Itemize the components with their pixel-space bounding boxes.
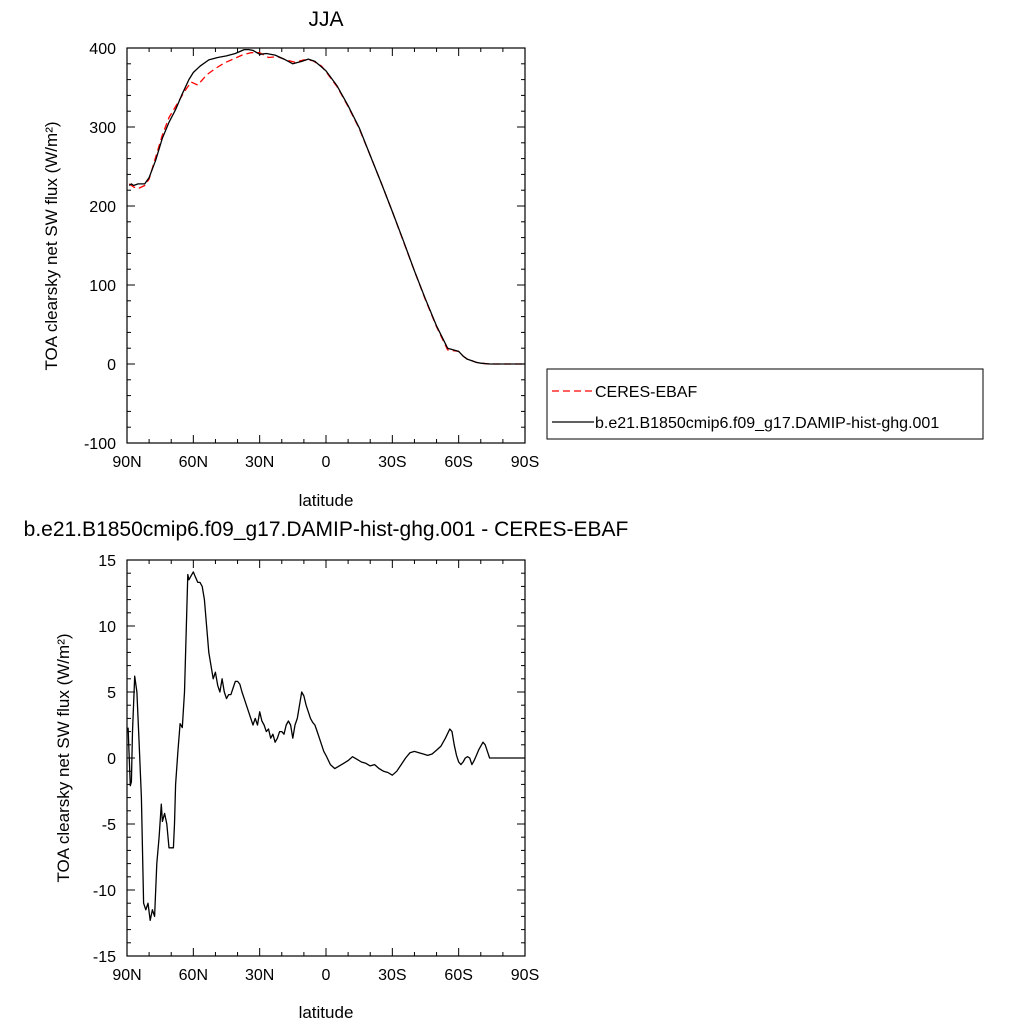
top-y-tick-label: 100 [89, 278, 116, 295]
top-chart-ylabel: TOA clearsky net SW flux (W/m²) [42, 121, 61, 370]
top-y-tick-label: 0 [107, 357, 116, 374]
top-x-tick-label: 90N [112, 454, 141, 471]
top-chart-ticks: 90N 60N 30N 0 30S 60S 90S -100 0 100 200 300 400 [84, 41, 539, 471]
bottom-y-tick-label: 5 [107, 685, 116, 702]
top-chart-title: JJA [308, 8, 343, 31]
bottom-y-tick-label: 10 [98, 619, 116, 636]
top-y-tick-label: 200 [89, 199, 116, 216]
legend-box [546, 368, 984, 440]
top-series-line-0 [128, 52, 525, 365]
bottom-y-tick-label: -15 [93, 949, 116, 966]
bottom-x-tick-label: 60N [179, 967, 208, 984]
top-y-tick-label: -100 [84, 436, 116, 453]
bottom-x-tick-label: 30S [378, 967, 406, 984]
bottom-x-tick-label: 30N [245, 967, 274, 984]
bottom-y-tick-label: 15 [98, 553, 116, 570]
top-y-tick-label: 400 [89, 41, 116, 58]
top-chart-legend: CERES-EBAF b.e21.B1850cmip6.f09_g17.DAMIP… [546, 368, 984, 440]
bottom-chart-title: b.e21.B1850cmip6.f09_g17.DAMIP-hist-ghg.… [24, 518, 629, 541]
bottom-x-tick-label: 90S [511, 967, 539, 984]
top-chart-xlabel: latitude [299, 491, 354, 510]
bottom-y-tick-label: 0 [107, 751, 116, 768]
bottom-chart-xlabel: latitude [299, 1003, 354, 1022]
top-x-tick-label: 60N [179, 454, 208, 471]
top-x-tick-label: 30N [245, 454, 274, 471]
bottom-chart-ticks: 90N 60N 30N 0 30S 60S 90S -15 -10 -5 0 5 10 15 [93, 553, 539, 984]
bottom-y-tick-label: -10 [93, 883, 116, 900]
legend-label-1: b.e21.B1850cmip6.f09_g17.DAMIP-hist-ghg.… [595, 415, 939, 432]
top-chart-panel: JJA latitude TOA clearsky net SW flux (W… [42, 8, 984, 510]
bottom-chart-series [127, 571, 525, 922]
bottom-series-line-0 [127, 571, 525, 922]
top-series-line-1 [128, 48, 525, 365]
top-x-tick-label: 90S [511, 454, 539, 471]
bottom-x-tick-label: 90N [112, 967, 141, 984]
top-y-tick-label: 300 [89, 120, 116, 137]
top-x-tick-label: 30S [378, 454, 406, 471]
bottom-chart-ylabel: TOA clearsky net SW flux (W/m²) [54, 633, 73, 882]
bottom-chart-panel: b.e21.B1850cmip6.f09_g17.DAMIP-hist-ghg.… [24, 518, 629, 1022]
bottom-x-tick-label: 0 [322, 967, 331, 984]
top-chart-frame [126, 47, 526, 444]
top-x-tick-label: 60S [444, 454, 472, 471]
top-x-tick-label: 0 [322, 454, 331, 471]
bottom-x-tick-label: 60S [444, 967, 472, 984]
bottom-y-tick-label: -5 [102, 817, 116, 834]
top-chart-series [128, 48, 525, 365]
legend-label-0: CERES-EBAF [595, 384, 697, 401]
